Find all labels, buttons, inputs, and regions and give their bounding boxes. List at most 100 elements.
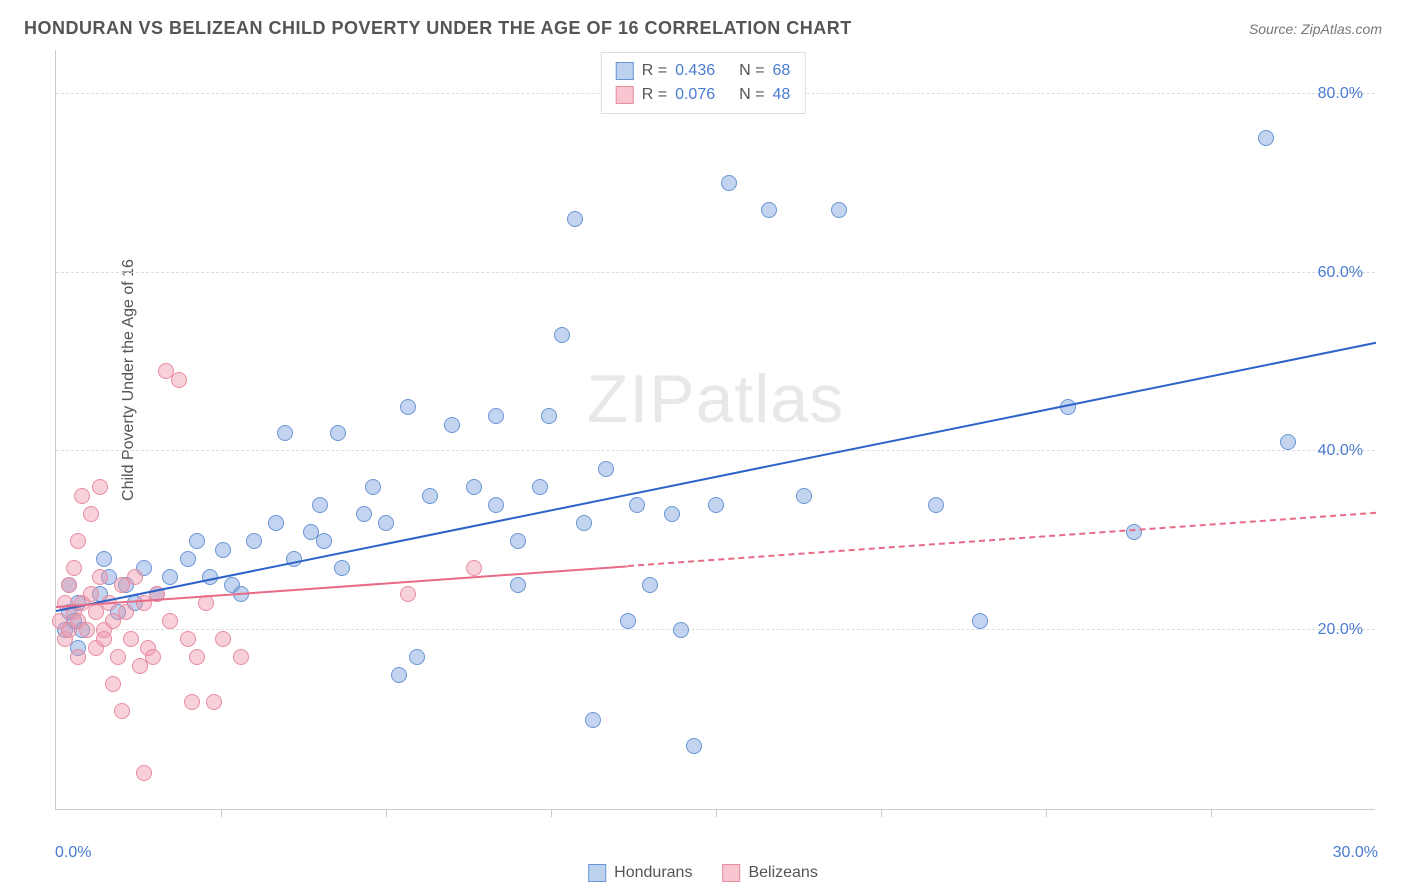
data-point: [70, 533, 86, 549]
data-point: [391, 667, 407, 683]
r-label: R =: [642, 83, 667, 107]
data-point: [330, 425, 346, 441]
data-point: [721, 175, 737, 191]
data-point: [136, 765, 152, 781]
data-point: [206, 694, 222, 710]
data-point: [708, 497, 724, 513]
x-tick-label: 0.0%: [55, 844, 91, 862]
r-value-belizeans: 0.076: [675, 83, 715, 107]
chart-header: HONDURAN VS BELIZEAN CHILD POVERTY UNDER…: [24, 18, 1382, 39]
data-point: [268, 515, 284, 531]
data-point: [1126, 524, 1142, 540]
data-point: [510, 533, 526, 549]
data-point: [189, 533, 205, 549]
y-tick-label: 20.0%: [1318, 621, 1363, 639]
data-point: [796, 488, 812, 504]
data-point: [444, 417, 460, 433]
data-point: [356, 506, 372, 522]
legend-row-hondurans: R = 0.436 N = 68: [616, 59, 791, 83]
data-point: [61, 577, 77, 593]
data-point: [598, 461, 614, 477]
data-point: [180, 551, 196, 567]
data-point: [246, 533, 262, 549]
data-point: [488, 497, 504, 513]
series-legend: Hondurans Belizeans: [588, 864, 818, 882]
data-point: [83, 586, 99, 602]
data-point: [400, 586, 416, 602]
data-point: [620, 613, 636, 629]
legend-label-belizeans: Belizeans: [748, 864, 817, 882]
x-tick: [386, 809, 387, 817]
n-label: N =: [739, 83, 764, 107]
x-tick-label: 30.0%: [1333, 844, 1378, 862]
data-point: [316, 533, 332, 549]
watermark: ZIPatlas: [587, 360, 844, 438]
data-point: [184, 694, 200, 710]
data-point: [83, 506, 99, 522]
y-tick-label: 40.0%: [1318, 442, 1363, 460]
data-point: [145, 649, 161, 665]
data-point: [541, 408, 557, 424]
data-point: [673, 622, 689, 638]
swatch-belizeans: [616, 86, 634, 104]
data-point: [92, 479, 108, 495]
data-point: [96, 631, 112, 647]
data-point: [466, 560, 482, 576]
data-point: [105, 676, 121, 692]
swatch-hondurans: [588, 864, 606, 882]
data-point: [277, 425, 293, 441]
data-point: [233, 649, 249, 665]
n-value-belizeans: 48: [772, 83, 790, 107]
x-tick: [1046, 809, 1047, 817]
data-point: [972, 613, 988, 629]
correlation-legend: R = 0.436 N = 68 R = 0.076 N = 48: [601, 52, 806, 114]
n-value-hondurans: 68: [772, 59, 790, 83]
data-point: [334, 560, 350, 576]
data-point: [761, 202, 777, 218]
data-point: [585, 712, 601, 728]
trend-line: [56, 342, 1376, 612]
data-point: [180, 631, 196, 647]
data-point: [466, 479, 482, 495]
data-point: [664, 506, 680, 522]
data-point: [686, 738, 702, 754]
data-point: [422, 488, 438, 504]
data-point: [510, 577, 526, 593]
data-point: [215, 631, 231, 647]
data-point: [66, 560, 82, 576]
chart-source: Source: ZipAtlas.com: [1249, 21, 1382, 37]
data-point: [96, 551, 112, 567]
data-point: [532, 479, 548, 495]
data-point: [162, 613, 178, 629]
data-point: [567, 211, 583, 227]
scatter-plot-area: ZIPatlas 20.0%40.0%60.0%80.0%: [55, 50, 1375, 810]
swatch-belizeans: [722, 864, 740, 882]
legend-item-belizeans: Belizeans: [722, 864, 817, 882]
x-tick: [716, 809, 717, 817]
data-point: [70, 649, 86, 665]
data-point: [642, 577, 658, 593]
y-tick-label: 80.0%: [1318, 85, 1363, 103]
data-point: [114, 703, 130, 719]
data-point: [312, 497, 328, 513]
data-point: [400, 399, 416, 415]
x-tick: [881, 809, 882, 817]
data-point: [74, 488, 90, 504]
n-label: N =: [739, 59, 764, 83]
data-point: [127, 569, 143, 585]
data-point: [162, 569, 178, 585]
legend-item-hondurans: Hondurans: [588, 864, 692, 882]
data-point: [488, 408, 504, 424]
data-point: [118, 604, 134, 620]
x-tick: [221, 809, 222, 817]
data-point: [79, 622, 95, 638]
data-point: [378, 515, 394, 531]
x-tick: [551, 809, 552, 817]
data-point: [189, 649, 205, 665]
gridline: [56, 629, 1375, 630]
legend-label-hondurans: Hondurans: [614, 864, 692, 882]
data-point: [629, 497, 645, 513]
x-tick: [1211, 809, 1212, 817]
data-point: [1280, 434, 1296, 450]
data-point: [110, 649, 126, 665]
